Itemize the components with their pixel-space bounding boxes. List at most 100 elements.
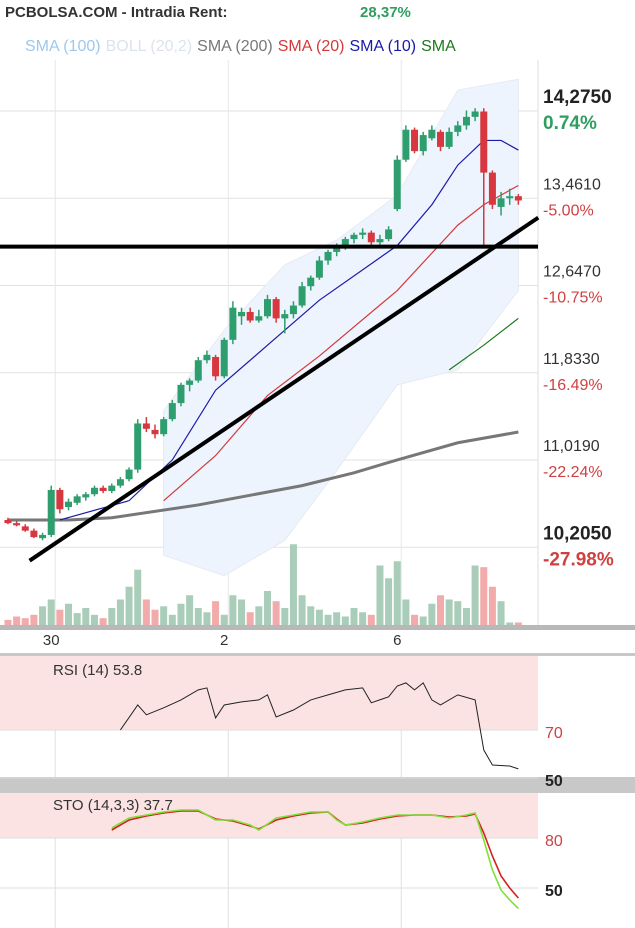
volume-bar xyxy=(238,599,246,625)
volume-bar xyxy=(90,614,98,625)
candle-body xyxy=(177,384,185,404)
y-tick-label: 11,0190 xyxy=(543,438,600,455)
candle-body xyxy=(307,277,315,287)
candle-body xyxy=(186,380,194,385)
volume-bar xyxy=(281,608,289,625)
volume-bar xyxy=(177,603,185,625)
volume-bar xyxy=(376,565,384,625)
candle-body xyxy=(437,131,445,147)
candle-body xyxy=(116,479,124,486)
candle-body xyxy=(385,229,393,240)
candle-body xyxy=(471,111,479,117)
volume-bar xyxy=(272,601,280,625)
volume-bar xyxy=(445,599,453,625)
indicator-line xyxy=(111,809,519,910)
volume-bar xyxy=(428,603,436,625)
separator xyxy=(0,625,635,630)
legend-entry: BOLL (20,2) xyxy=(106,38,193,55)
candle-body xyxy=(315,260,323,278)
volume-bar xyxy=(21,618,29,625)
y-tick-percent: -27.98% xyxy=(543,549,614,570)
volume-bar xyxy=(419,616,427,625)
candle-body xyxy=(238,311,246,317)
volume-bar xyxy=(367,614,375,625)
labels: PCBOLSA.COM - Intradia Rent: 28,37% SMA … xyxy=(5,4,614,900)
candle-body xyxy=(324,251,332,261)
volume-bar xyxy=(65,603,73,625)
x-tick-label: 2 xyxy=(220,632,228,649)
volume-bar xyxy=(298,595,306,625)
candle-body xyxy=(99,487,107,491)
y-tick-label: 70 xyxy=(545,725,563,742)
volume-bar xyxy=(385,578,393,625)
candle-body xyxy=(419,135,427,152)
volume-bar xyxy=(324,614,332,625)
candle-body xyxy=(454,125,462,132)
candle-body xyxy=(73,496,81,503)
candle-body xyxy=(480,111,488,173)
volume-bar xyxy=(471,565,479,625)
candle-body xyxy=(229,307,237,340)
candle-body xyxy=(350,234,358,240)
candle-body xyxy=(376,239,384,243)
volume-bar xyxy=(497,601,505,625)
bollinger-band xyxy=(163,78,519,577)
volume-bar xyxy=(402,599,410,625)
volume-bar xyxy=(514,622,522,625)
volume-bar xyxy=(307,606,315,625)
legend-entry: SMA (200) xyxy=(197,38,273,55)
volume-bar xyxy=(246,612,254,625)
volume-bar xyxy=(333,612,341,625)
legend-entry: SMA (10) xyxy=(349,38,416,55)
candle-body xyxy=(462,116,470,126)
separator xyxy=(0,653,635,656)
candle-body xyxy=(65,501,73,508)
volume-bar xyxy=(263,591,271,625)
y-tick-label: 12,6470 xyxy=(543,264,601,281)
volume-bar xyxy=(99,618,107,625)
candle-body xyxy=(333,245,341,252)
y-tick-label: 80 xyxy=(545,833,563,850)
candle-body xyxy=(160,419,168,435)
candle-body xyxy=(220,339,228,377)
legend-entry: SMA xyxy=(421,38,456,55)
indicator-line xyxy=(448,317,519,371)
candle-body xyxy=(30,530,38,538)
volume-bar xyxy=(203,612,211,625)
y-tick-label: 50 xyxy=(545,883,563,900)
candle-body xyxy=(21,526,29,531)
legend-entry: SMA (100) xyxy=(25,38,101,55)
y-tick-label: 14,2750 xyxy=(543,87,612,108)
candle-body xyxy=(402,129,410,160)
volume-bar xyxy=(56,609,64,625)
candle-body xyxy=(289,305,297,315)
volume-bar xyxy=(134,569,142,625)
candle-body xyxy=(47,489,55,535)
y-tick-label: 10,2050 xyxy=(543,523,612,544)
volume-bar xyxy=(39,606,47,625)
volume-bar xyxy=(30,614,38,625)
volume-bar xyxy=(13,616,21,625)
volume-bar xyxy=(73,613,81,625)
overbought-band xyxy=(0,656,538,730)
y-tick-percent: -16.49% xyxy=(543,377,603,394)
candle-body xyxy=(428,129,436,139)
candle-body xyxy=(393,159,401,210)
volume-bar xyxy=(359,612,367,625)
volume-bar xyxy=(315,609,323,625)
candle-body xyxy=(497,198,505,207)
separator xyxy=(0,777,635,793)
y-tick-percent: 0.74% xyxy=(543,113,597,134)
candle-body xyxy=(298,286,306,306)
candle-body xyxy=(90,487,98,495)
volume-bar xyxy=(437,595,445,625)
volume-bar xyxy=(506,622,514,625)
candle-body xyxy=(168,403,176,420)
x-tick-label: 6 xyxy=(393,632,401,649)
volume-bar xyxy=(488,586,496,625)
panel-title: RSI (14) 53.8 xyxy=(53,662,142,679)
grid xyxy=(0,60,538,928)
candle-body xyxy=(263,299,271,317)
candle-body xyxy=(82,494,90,498)
